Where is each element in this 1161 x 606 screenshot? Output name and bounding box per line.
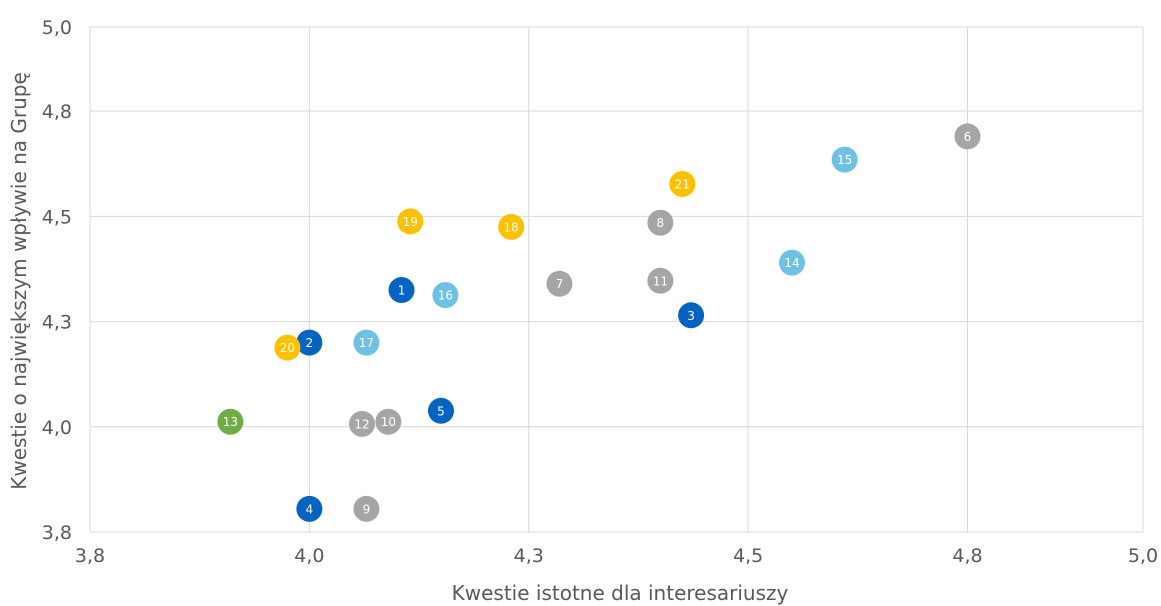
data-point-5: 5 bbox=[428, 397, 454, 424]
point-marker bbox=[432, 282, 459, 309]
point-marker bbox=[678, 302, 705, 329]
point-marker bbox=[647, 209, 674, 236]
point-marker bbox=[546, 270, 573, 297]
point-marker bbox=[388, 277, 415, 304]
y-axis-title: Kwestie o największym wpływie na Grupę bbox=[7, 72, 31, 490]
point-label: 10 bbox=[381, 415, 396, 429]
y-tick-label: 4,8 bbox=[42, 101, 72, 123]
data-point-13: 13 bbox=[217, 408, 244, 435]
x-tick-label: 4,3 bbox=[514, 545, 544, 567]
point-label: 20 bbox=[280, 341, 295, 355]
data-point-11: 11 bbox=[647, 267, 674, 294]
point-label: 9 bbox=[363, 502, 371, 516]
data-point-16: 16 bbox=[432, 282, 459, 309]
data-point-20: 20 bbox=[274, 334, 301, 361]
data-point-17: 17 bbox=[353, 329, 380, 356]
point-label: 7 bbox=[556, 277, 564, 291]
point-marker bbox=[353, 329, 380, 356]
point-marker bbox=[647, 267, 674, 294]
point-marker bbox=[296, 329, 323, 356]
data-point-19: 19 bbox=[397, 208, 424, 235]
point-label: 15 bbox=[837, 153, 852, 167]
x-tick-label: 3,8 bbox=[75, 545, 105, 567]
point-label: 13 bbox=[223, 415, 238, 429]
point-marker bbox=[217, 408, 244, 435]
x-tick-label: 5,0 bbox=[1128, 545, 1158, 567]
point-label: 8 bbox=[657, 216, 665, 230]
data-point-15: 15 bbox=[831, 146, 858, 173]
point-label: 11 bbox=[653, 274, 668, 288]
data-point-18: 18 bbox=[498, 213, 525, 240]
x-tick-label: 4,0 bbox=[294, 545, 324, 567]
x-axis-ticks: 3,8 4,0 4,3 4,5 4,8 5,0 bbox=[75, 545, 1158, 567]
data-point-8: 8 bbox=[647, 209, 674, 236]
point-label: 3 bbox=[687, 309, 695, 323]
y-tick-label: 3,8 bbox=[42, 522, 72, 544]
y-axis-ticks: 3,8 4,0 4,3 4,5 4,8 5,0 bbox=[42, 17, 72, 544]
point-marker bbox=[296, 495, 323, 522]
point-marker bbox=[779, 249, 805, 276]
data-point-10: 10 bbox=[375, 408, 402, 435]
point-marker bbox=[428, 397, 454, 424]
point-marker bbox=[274, 334, 301, 361]
y-tick-label: 4,5 bbox=[42, 206, 72, 228]
point-label: 18 bbox=[504, 220, 519, 234]
point-label: 21 bbox=[675, 177, 690, 191]
data-point-4: 4 bbox=[296, 495, 323, 522]
point-marker bbox=[669, 170, 696, 197]
point-label: 12 bbox=[354, 417, 369, 431]
x-tick-label: 4,8 bbox=[952, 545, 982, 567]
point-marker bbox=[831, 146, 858, 173]
data-point-9: 9 bbox=[353, 495, 380, 522]
point-marker bbox=[954, 123, 981, 150]
point-label: 1 bbox=[398, 284, 406, 298]
y-tick-label: 4,3 bbox=[42, 312, 72, 334]
data-point-2: 2 bbox=[296, 329, 323, 356]
data-point-3: 3 bbox=[678, 302, 705, 329]
point-label: 14 bbox=[784, 256, 799, 270]
point-label: 16 bbox=[438, 289, 453, 303]
y-tick-label: 4,0 bbox=[42, 417, 72, 439]
point-marker bbox=[349, 410, 376, 437]
data-point-6: 6 bbox=[954, 123, 981, 150]
x-axis-title: Kwestie istotne dla interesariuszy bbox=[452, 581, 789, 605]
x-tick-label: 4,5 bbox=[733, 545, 763, 567]
data-point-12: 12 bbox=[349, 410, 376, 437]
data-point-21: 21 bbox=[669, 170, 696, 197]
y-tick-label: 5,0 bbox=[42, 17, 72, 39]
point-marker bbox=[375, 408, 402, 435]
point-marker bbox=[397, 208, 424, 235]
grid bbox=[89, 26, 1144, 533]
data-point-14: 14 bbox=[779, 249, 805, 276]
point-label: 17 bbox=[359, 336, 374, 350]
point-marker bbox=[353, 495, 380, 522]
point-marker bbox=[498, 213, 525, 240]
point-label: 4 bbox=[306, 502, 314, 516]
data-point-7: 7 bbox=[546, 270, 573, 297]
point-label: 6 bbox=[964, 130, 972, 144]
point-label: 19 bbox=[403, 215, 418, 229]
point-label: 5 bbox=[437, 404, 445, 418]
data-point-1: 1 bbox=[388, 277, 415, 304]
point-label: 2 bbox=[306, 336, 314, 350]
